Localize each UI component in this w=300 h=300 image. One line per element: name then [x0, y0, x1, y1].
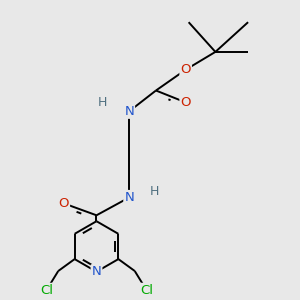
Text: N: N [124, 191, 134, 204]
Text: O: O [180, 96, 191, 109]
Text: N: N [124, 105, 134, 118]
Text: N: N [92, 265, 101, 278]
Text: O: O [58, 197, 69, 210]
Text: O: O [180, 63, 191, 76]
Text: Cl: Cl [140, 284, 153, 297]
Text: Cl: Cl [40, 284, 53, 297]
Text: H: H [98, 96, 107, 109]
Text: H: H [150, 185, 159, 198]
